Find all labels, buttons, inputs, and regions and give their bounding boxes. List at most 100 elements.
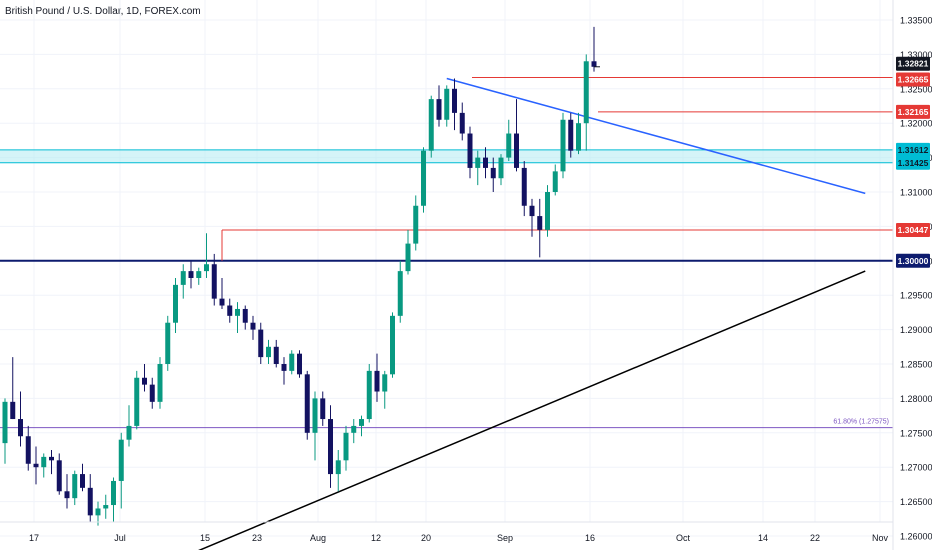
candle-up xyxy=(498,157,504,179)
x-tick-label: 20 xyxy=(421,533,431,543)
candle-up xyxy=(560,119,566,172)
chart-title: British Pound / U.S. Dollar, 1D, FOREX.c… xyxy=(5,6,201,17)
candle-up xyxy=(289,353,295,371)
candle-down xyxy=(436,99,442,120)
candle-up xyxy=(583,61,589,124)
support-zone xyxy=(0,149,893,163)
x-tick-label: Nov xyxy=(872,533,889,543)
price-tag-label: 1.32665 xyxy=(898,74,929,84)
price-tag-label: 1.31425 xyxy=(898,158,929,168)
candle-down xyxy=(452,88,457,113)
price-tag-label: 1.30447 xyxy=(898,225,929,235)
candle-up xyxy=(413,205,419,244)
candle-up xyxy=(165,322,171,364)
candle-up xyxy=(196,271,202,278)
y-tick-label: 1.32000 xyxy=(900,119,932,129)
price-tag xyxy=(896,72,930,87)
price-tag-label: 1.30000 xyxy=(898,256,929,266)
y-tick-label: 1.26000 xyxy=(900,532,932,542)
candle-down xyxy=(56,460,62,492)
x-tick-label: Jul xyxy=(114,533,126,543)
candle-up xyxy=(366,370,372,420)
x-tick-label: 23 xyxy=(252,533,262,543)
candle-down xyxy=(188,271,194,278)
candle-down xyxy=(250,322,256,330)
candle-up xyxy=(475,157,481,168)
candle-down xyxy=(219,298,225,306)
candle-down xyxy=(514,133,519,168)
candle-up xyxy=(552,171,558,192)
y-tick-label: 1.28500 xyxy=(900,360,932,370)
candle-up xyxy=(157,364,163,402)
candle-down xyxy=(258,329,264,358)
candle-up xyxy=(266,346,271,358)
trendline-black xyxy=(198,270,866,550)
candle-down xyxy=(490,167,496,179)
candle-up xyxy=(118,439,124,481)
candle-up xyxy=(405,243,411,272)
price-tag xyxy=(896,253,930,268)
candle-down xyxy=(149,384,155,402)
price-tag xyxy=(896,104,930,119)
y-tick-label: 1.29500 xyxy=(900,291,932,301)
y-tick-label: 1.29000 xyxy=(900,325,932,335)
candle-up xyxy=(126,425,132,440)
y-tick-label: 1.32500 xyxy=(900,84,932,94)
candle-up xyxy=(103,505,109,509)
candle-up xyxy=(180,271,186,285)
x-tick-label: 12 xyxy=(371,533,381,543)
candle-down xyxy=(459,112,465,134)
candle-up xyxy=(72,474,78,499)
y-tick-label: 1.27000 xyxy=(900,463,932,473)
price-tag xyxy=(896,155,930,170)
candle-down xyxy=(227,305,233,316)
x-tick-label: 15 xyxy=(200,533,210,543)
candle-up xyxy=(359,419,364,426)
candle-down xyxy=(537,216,543,230)
candle-down xyxy=(529,205,535,217)
candle-down xyxy=(25,436,31,464)
y-tick-label: 1.26500 xyxy=(900,497,932,507)
candle-up xyxy=(351,425,357,433)
candle-up xyxy=(421,150,426,206)
candle-down xyxy=(281,364,287,371)
y-tick-label: 1.28000 xyxy=(900,394,932,404)
x-tick-label: Oct xyxy=(676,533,691,543)
price-tag xyxy=(896,56,930,71)
candle-up xyxy=(173,284,178,323)
candle-down xyxy=(467,133,473,168)
price-tag-label: 1.31612 xyxy=(898,145,929,155)
y-tick-label: 1.31000 xyxy=(900,188,932,198)
y-tick-label: 1.33000 xyxy=(900,50,932,60)
candle-down xyxy=(328,419,333,475)
candle-up xyxy=(111,480,116,506)
candle-down xyxy=(80,474,85,488)
candle-up xyxy=(397,271,403,316)
candle-up xyxy=(235,308,240,316)
candle-up xyxy=(204,264,209,272)
candle-down xyxy=(591,61,597,67)
candle-up xyxy=(134,377,140,426)
candle-up xyxy=(506,133,512,158)
candle-down xyxy=(211,264,217,299)
x-tick-label: Sep xyxy=(497,533,513,543)
candle-down xyxy=(18,419,23,437)
candle-down xyxy=(242,308,248,323)
x-tick-label: 22 xyxy=(810,533,820,543)
candle-up xyxy=(444,88,450,120)
fib-label: 61.80% (1.27575) xyxy=(833,419,889,426)
candle-down xyxy=(297,353,302,375)
candle-down xyxy=(49,456,54,461)
x-tick-label: Aug xyxy=(310,533,326,543)
trendline-blue xyxy=(446,77,866,195)
price-tag xyxy=(896,142,930,157)
y-tick-label: 1.27500 xyxy=(900,428,932,438)
candle-down xyxy=(483,157,488,168)
candle-up xyxy=(428,99,434,151)
price-tag-label: 1.32821 xyxy=(898,59,929,69)
candle-down xyxy=(374,370,380,392)
candle-up xyxy=(382,374,388,392)
candle-down xyxy=(64,491,70,499)
candle-down xyxy=(304,374,310,433)
